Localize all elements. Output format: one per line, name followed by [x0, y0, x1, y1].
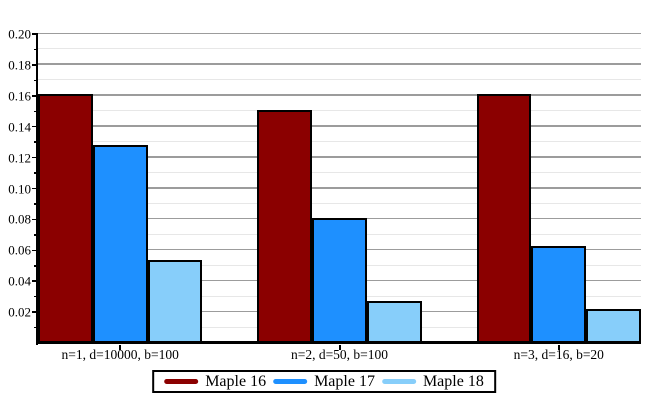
bar-maple-17-group-1: [92, 145, 148, 343]
gridline-minor: [38, 172, 641, 174]
gridline-minor: [38, 141, 641, 143]
y-axis-major-tick: [32, 280, 38, 282]
x-axis-category-label: n=1, d=10000, b=100: [61, 347, 179, 362]
x-axis-tick: [557, 345, 560, 350]
bar-maple-16-group-3: [476, 94, 532, 343]
y-axis-major-tick: [32, 95, 38, 97]
bar-maple-17-group-2: [312, 217, 367, 343]
x-axis-category-label: n=3, d=16, b=20: [513, 347, 604, 362]
bar-maple-16-group-1: [38, 94, 93, 343]
legend-box: Maple 16 Maple 17 Maple 18: [152, 370, 496, 393]
gridline-major: [38, 125, 641, 127]
x-axis-tick: [119, 345, 122, 350]
legend-label: Maple 17: [314, 372, 375, 390]
legend-label: Maple 16: [205, 372, 267, 390]
legend-item-maple-16: Maple 16: [164, 372, 267, 390]
gridline-minor: [38, 202, 641, 204]
y-axis-tick-label: 0.14: [8, 119, 31, 135]
y-axis-tick-label: 0.04: [8, 273, 31, 289]
y-axis-major-tick: [32, 64, 38, 66]
y-axis-major-tick: [32, 218, 38, 221]
bar-maple-17-group-3: [531, 245, 587, 343]
gridline-minor: [38, 110, 641, 112]
y-axis-tick-label: 0.08: [8, 211, 31, 227]
y-axis-major-tick: [32, 33, 38, 35]
legend-item-maple-18: Maple 18: [381, 372, 484, 390]
gridline-major: [38, 32, 641, 34]
y-axis-tick-label: 0.12: [8, 150, 31, 166]
legend-line-swatch: [381, 379, 416, 384]
y-axis-major-tick: [32, 125, 38, 128]
y-axis-tick-label: 0.06: [8, 242, 31, 258]
y-axis-line: [36, 34, 38, 345]
y-axis-major-tick: [32, 187, 38, 190]
bar-maple-18-group-2: [366, 301, 422, 343]
y-axis-tick-label: 0.10: [8, 181, 31, 196]
x-axis-line: [36, 341, 641, 344]
legend-item-maple-17: Maple 17: [273, 372, 375, 390]
gridline-major: [38, 156, 641, 158]
y-axis-tick-label: 0.02: [8, 304, 31, 320]
gridline-minor: [38, 79, 641, 81]
y-axis-major-tick: [32, 249, 38, 252]
gridline-minor: [38, 48, 641, 50]
legend-line-swatch: [164, 379, 199, 384]
x-axis-category-label: n=2, d=50, b=100: [290, 347, 389, 362]
bar-maple-16-group-2: [257, 109, 313, 343]
legend-line-swatch: [273, 379, 308, 384]
y-axis-tick-label: 0.18: [8, 57, 31, 73]
y-axis-major-tick: [32, 156, 38, 159]
plot-area: [32, 32, 641, 350]
gridline-major: [38, 63, 641, 65]
gridline-major: [38, 187, 641, 189]
x-axis-tick: [338, 345, 341, 350]
y-axis-major-tick: [32, 311, 38, 313]
legend-label: Maple 18: [422, 372, 484, 390]
gridline-major: [38, 94, 641, 96]
bar-maple-18-group-1: [147, 259, 203, 343]
bar-maple-18-group-3: [586, 309, 641, 343]
y-axis-tick-label: 0.16: [8, 88, 31, 104]
y-axis-tick-label: 0.20: [8, 26, 31, 42]
